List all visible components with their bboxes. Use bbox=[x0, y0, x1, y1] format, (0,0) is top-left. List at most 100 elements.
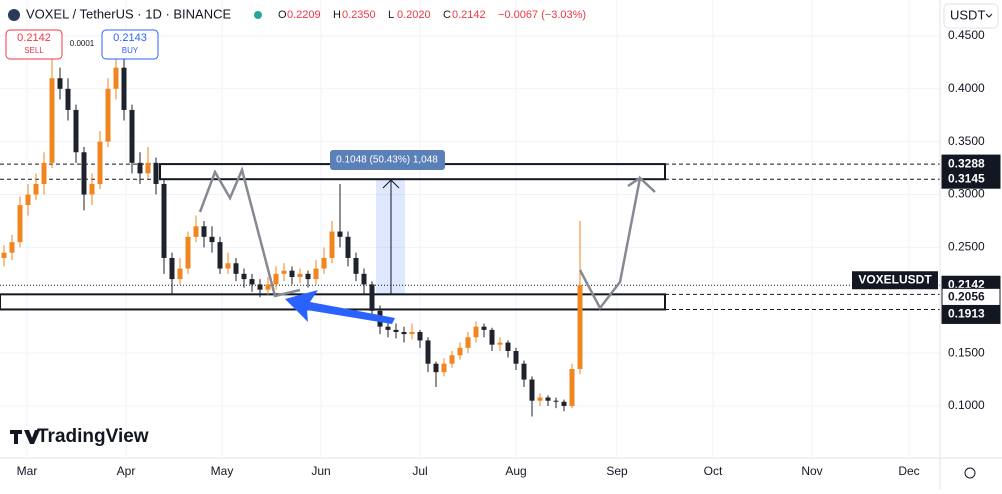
candle-body bbox=[385, 326, 391, 330]
ohlc-key: O bbox=[278, 9, 287, 21]
candle-body bbox=[289, 270, 295, 277]
x-tick-label: May bbox=[211, 464, 234, 478]
candle-body bbox=[441, 363, 447, 373]
candle-body bbox=[65, 88, 71, 110]
candle-body bbox=[121, 67, 127, 110]
candle-body bbox=[561, 401, 567, 406]
y-tick-label: 0.4500 bbox=[948, 28, 985, 42]
candle-body bbox=[465, 337, 471, 348]
candle-body bbox=[265, 284, 271, 290]
candle-body bbox=[193, 226, 199, 237]
candle-body bbox=[257, 284, 263, 290]
candle-body bbox=[33, 183, 39, 195]
buy-price: 0.2143 bbox=[113, 32, 147, 44]
candle-body bbox=[425, 340, 431, 364]
candle-body bbox=[281, 270, 287, 274]
candle-body bbox=[393, 329, 399, 332]
arrow bbox=[285, 290, 395, 324]
x-tick-label: Mar bbox=[17, 464, 38, 478]
symbol-icon bbox=[8, 9, 20, 21]
projection-path bbox=[198, 166, 301, 298]
candle-body bbox=[129, 109, 135, 163]
candle-body bbox=[57, 78, 63, 89]
candle-body bbox=[417, 331, 423, 341]
candle-body bbox=[433, 363, 439, 373]
candle-body bbox=[313, 268, 319, 280]
symbol-label-bg bbox=[852, 271, 938, 290]
candle-body bbox=[513, 351, 519, 364]
sell-button[interactable] bbox=[5, 29, 63, 60]
candle-body bbox=[577, 285, 583, 369]
candle-body bbox=[249, 279, 255, 285]
ohlc-value: 0.2350 bbox=[342, 9, 376, 21]
candle-body bbox=[9, 242, 15, 253]
candle-body bbox=[481, 326, 487, 330]
candle-body bbox=[545, 397, 551, 401]
candle-body bbox=[457, 347, 463, 356]
buy-label: BUY bbox=[122, 46, 139, 55]
logo: TradingView bbox=[37, 426, 149, 447]
candle-body bbox=[209, 236, 215, 243]
candle-body bbox=[369, 284, 375, 311]
candle-body bbox=[553, 400, 559, 402]
ohlc-key: L bbox=[388, 9, 394, 21]
change: −0.0067 (−3.03%) bbox=[498, 9, 586, 21]
y-tick-label: 0.2500 bbox=[948, 240, 985, 254]
candle-body bbox=[153, 162, 159, 184]
candle-body bbox=[297, 273, 303, 277]
x-tick-label: Aug bbox=[505, 464, 526, 478]
x-tick-label: Nov bbox=[801, 464, 822, 478]
header: VOXEL / TetherUS · 1D · BINANCE O 0.2209 H… bbox=[5, 3, 999, 479]
ohlc-value: 0.2209 bbox=[287, 9, 321, 21]
y-tick-label: 0.4000 bbox=[948, 81, 985, 95]
x-tick-label: Oct bbox=[704, 464, 723, 478]
y-tick-label: 0.3500 bbox=[948, 134, 985, 148]
candle-body bbox=[137, 162, 143, 174]
candle-body bbox=[497, 342, 503, 345]
price-label: 0.3288 bbox=[948, 156, 985, 170]
y-tick-label: 0.1500 bbox=[948, 345, 985, 359]
candle-body bbox=[105, 88, 111, 142]
candle-body bbox=[1, 252, 7, 258]
candle-body bbox=[145, 162, 151, 174]
candle-body bbox=[25, 194, 31, 206]
candle-body bbox=[225, 263, 231, 269]
spread: 0.0001 bbox=[70, 39, 95, 48]
sell-label: SELL bbox=[24, 46, 44, 55]
x-tick-label: Apr bbox=[117, 464, 136, 478]
candle-body bbox=[529, 379, 535, 401]
x-tick-label: Sep bbox=[606, 464, 628, 478]
settings-icon[interactable] bbox=[964, 467, 976, 479]
price-label: 0.1913 bbox=[948, 307, 985, 321]
candle-body bbox=[305, 273, 311, 280]
symbol-label: VOXELUSDT bbox=[858, 272, 932, 286]
measure-arrow bbox=[382, 179, 400, 189]
candle-body bbox=[473, 326, 479, 338]
x-tick-label: Dec bbox=[898, 464, 919, 478]
candle-body bbox=[89, 183, 95, 195]
candle-body bbox=[337, 231, 343, 237]
candle-body bbox=[241, 273, 247, 280]
symbol: VOXEL / TetherUS · 1D · BINANCE bbox=[26, 6, 232, 21]
status-dot bbox=[254, 11, 262, 19]
candle-body bbox=[49, 78, 55, 163]
candle-body bbox=[401, 331, 407, 335]
candle-body bbox=[81, 152, 87, 195]
y-tick-label: 0.1000 bbox=[948, 398, 985, 412]
candle-body bbox=[449, 355, 455, 364]
y-tick-label: 0.3000 bbox=[948, 187, 985, 201]
candle-body bbox=[353, 257, 359, 274]
candle-body bbox=[185, 236, 191, 269]
currency-select[interactable] bbox=[943, 3, 999, 29]
price-label: 0.2056 bbox=[948, 290, 985, 304]
candle-body bbox=[201, 226, 207, 237]
buy-button[interactable] bbox=[101, 29, 159, 60]
candle-body bbox=[177, 268, 183, 280]
candle-body bbox=[521, 363, 527, 380]
ohlc-key: C bbox=[443, 9, 451, 21]
projection-path bbox=[578, 175, 656, 311]
candle-body bbox=[17, 205, 23, 243]
ohlc-key: H bbox=[333, 9, 341, 21]
candle-body bbox=[169, 257, 175, 280]
